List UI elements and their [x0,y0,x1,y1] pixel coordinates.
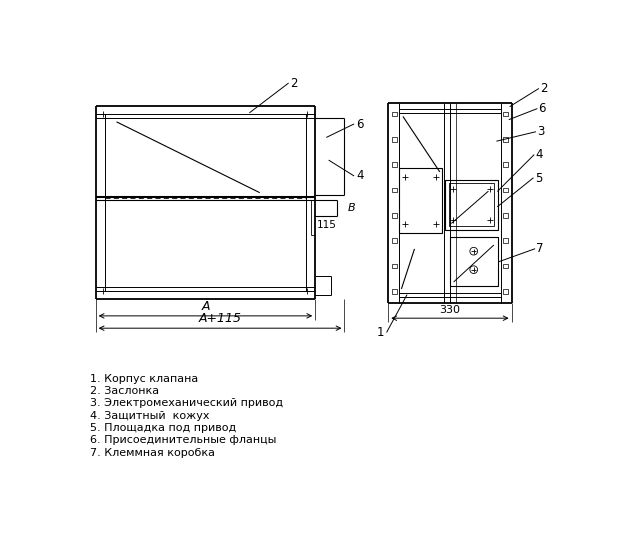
Text: 1. Корпус клапана: 1. Корпус клапана [89,374,198,383]
Text: B: B [348,203,355,213]
Bar [449,184,494,226]
Text: 3. Электромеханический привод: 3. Электромеханический привод [89,398,283,409]
Text: 330: 330 [440,305,461,315]
Text: A: A [201,300,210,313]
Bar [503,238,508,243]
Text: 7. Клеммная коробка: 7. Клеммная коробка [89,447,215,458]
Text: A+115: A+115 [198,312,241,325]
Bar [392,188,397,192]
Text: 1: 1 [377,326,384,339]
Bar [392,137,397,142]
Text: 4. Защитный  кожух: 4. Защитный кожух [89,411,209,421]
Bar [503,162,508,167]
Bar [503,289,508,294]
Bar [392,264,397,268]
Bar [392,162,397,167]
Bar [503,112,508,116]
Text: 4: 4 [536,148,543,161]
Text: 6. Присоединительные фланцы: 6. Присоединительные фланцы [89,435,276,445]
Text: 5. Площадка под привод: 5. Площадка под привод [89,423,236,433]
Text: 6: 6 [356,117,364,131]
Text: 2. Заслонка: 2. Заслонка [89,386,159,396]
Text: 2: 2 [540,82,547,95]
Text: 5: 5 [535,171,542,185]
Bar [445,179,498,230]
Text: 115: 115 [317,220,336,230]
Text: 3: 3 [537,125,544,138]
Bar [503,264,508,268]
Bar [503,188,508,192]
Bar [392,238,397,243]
Bar [503,137,508,142]
Text: 4: 4 [356,169,364,182]
Bar [392,289,397,294]
Text: 6: 6 [539,102,546,115]
Bar [392,112,397,116]
Bar [399,168,442,233]
Bar [450,237,498,286]
Bar [392,213,397,218]
Text: 2: 2 [290,77,298,90]
Bar [503,213,508,218]
Text: 7: 7 [536,242,544,255]
